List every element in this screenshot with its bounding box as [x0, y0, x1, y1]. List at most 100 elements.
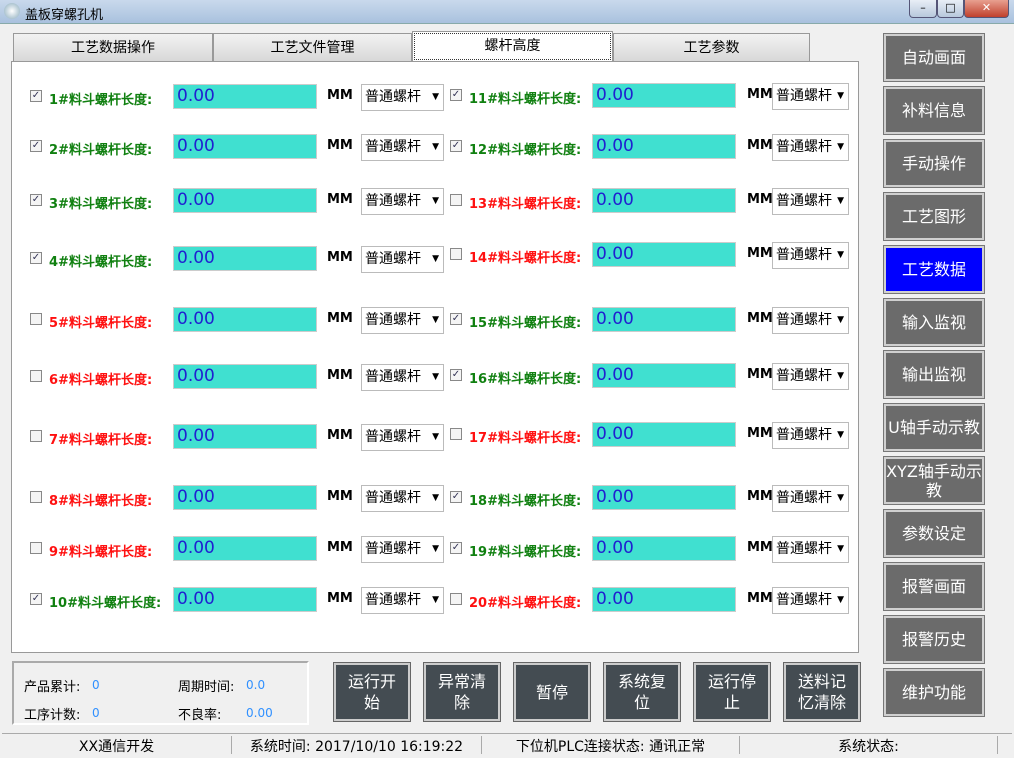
- screw-type-select[interactable]: 普通螺杆 ▼: [772, 134, 849, 161]
- status-plc-connection: 下位机PLC连接状态: 通讯正常: [482, 736, 740, 755]
- screw-type-value: 普通螺杆: [365, 251, 421, 267]
- enable-checkbox[interactable]: ✓: [450, 140, 462, 152]
- screw-length-input[interactable]: 0.00: [592, 536, 736, 561]
- enable-checkbox[interactable]: [30, 491, 42, 503]
- screw-length-input[interactable]: 0.00: [592, 485, 736, 510]
- enable-checkbox[interactable]: ✓: [30, 140, 42, 152]
- screw-type-value: 普通螺杆: [776, 427, 832, 443]
- nav-button[interactable]: 维护功能: [883, 667, 985, 717]
- screw-type-select[interactable]: 普通螺杆 ▼: [361, 536, 444, 563]
- screw-type-select[interactable]: 普通螺杆 ▼: [772, 188, 849, 215]
- enable-checkbox[interactable]: ✓: [450, 89, 462, 101]
- screw-type-select[interactable]: 普通螺杆 ▼: [361, 246, 444, 273]
- action-button[interactable]: 异常清除: [423, 662, 501, 722]
- maximize-button[interactable]: □: [937, 0, 964, 18]
- tab-screw-height[interactable]: 螺杆高度: [412, 31, 613, 62]
- screw-length-input[interactable]: 0.00: [592, 422, 736, 447]
- tab-process-file-management[interactable]: 工艺文件管理: [213, 33, 412, 62]
- nav-button[interactable]: XYZ轴手动示教: [883, 456, 985, 506]
- screw-length-input[interactable]: 0.00: [592, 83, 736, 108]
- screw-type-select[interactable]: 普通螺杆 ▼: [361, 307, 444, 334]
- enable-checkbox[interactable]: ✓: [30, 593, 42, 605]
- nav-button[interactable]: 自动画面: [883, 33, 985, 82]
- enable-checkbox[interactable]: ✓: [30, 90, 42, 102]
- screw-length-input[interactable]: 0.00: [173, 84, 317, 109]
- screw-length-input[interactable]: 0.00: [173, 364, 317, 389]
- nav-button[interactable]: 报警画面: [883, 562, 985, 611]
- screw-type-select[interactable]: 普通螺杆 ▼: [772, 307, 849, 334]
- screw-length-input[interactable]: 0.00: [173, 424, 317, 449]
- enable-checkbox[interactable]: [30, 370, 42, 382]
- screw-type-select[interactable]: 普通螺杆 ▼: [361, 587, 444, 614]
- action-button[interactable]: 运行停止: [693, 662, 771, 722]
- screw-type-select[interactable]: 普通螺杆 ▼: [361, 84, 444, 111]
- nav-button[interactable]: 工艺图形: [883, 191, 985, 241]
- screw-length-input[interactable]: 0.00: [592, 242, 736, 267]
- screw-length-input[interactable]: 0.00: [173, 587, 317, 612]
- action-button[interactable]: 系统复位: [603, 662, 681, 722]
- screw-length-input[interactable]: 0.00: [592, 307, 736, 332]
- enable-checkbox[interactable]: [30, 430, 42, 442]
- product-total-value: 0: [92, 678, 100, 692]
- enable-checkbox[interactable]: ✓: [30, 194, 42, 206]
- enable-checkbox[interactable]: [450, 248, 462, 260]
- enable-checkbox[interactable]: ✓: [450, 369, 462, 381]
- screw-type-select[interactable]: 普通螺杆 ▼: [361, 188, 444, 215]
- title-bar: 盖板穿螺孔机 – □ ✕: [0, 0, 1014, 24]
- screw-length-input[interactable]: 0.00: [173, 485, 317, 510]
- enable-checkbox[interactable]: ✓: [30, 252, 42, 264]
- action-button[interactable]: 暂停: [513, 662, 591, 722]
- screw-type-value: 普通螺杆: [365, 429, 421, 445]
- action-button[interactable]: 送料记忆清除: [783, 662, 861, 722]
- screw-length-input[interactable]: 0.00: [173, 188, 317, 213]
- chevron-down-icon: ▼: [837, 595, 844, 605]
- screw-type-select[interactable]: 普通螺杆 ▼: [361, 485, 444, 512]
- nav-button[interactable]: 参数设定: [883, 509, 985, 559]
- nav-button[interactable]: 工艺数据: [883, 244, 985, 294]
- tab-process-data-operation[interactable]: 工艺数据操作: [13, 33, 213, 62]
- screw-length-input[interactable]: 0.00: [592, 188, 736, 213]
- nav-button[interactable]: 输出监视: [883, 350, 985, 400]
- enable-checkbox[interactable]: [30, 313, 42, 325]
- nav-button[interactable]: 报警历史: [883, 614, 985, 664]
- unit-label: MM: [327, 311, 353, 326]
- screw-type-select[interactable]: 普通螺杆 ▼: [772, 587, 849, 614]
- close-button[interactable]: ✕: [964, 0, 1009, 18]
- action-button[interactable]: 运行开始: [333, 662, 411, 722]
- enable-checkbox[interactable]: ✓: [450, 313, 462, 325]
- nav-button[interactable]: 输入监视: [883, 297, 985, 347]
- enable-checkbox[interactable]: [450, 428, 462, 440]
- screw-type-select[interactable]: 普通螺杆 ▼: [772, 485, 849, 512]
- chevron-down-icon: ▼: [837, 142, 844, 152]
- screw-type-select[interactable]: 普通螺杆 ▼: [772, 422, 849, 449]
- screw-length-label: 6#料斗螺杆长度:: [49, 373, 153, 388]
- screw-length-input[interactable]: 0.00: [173, 134, 317, 159]
- screw-type-select[interactable]: 普通螺杆 ▼: [772, 536, 849, 563]
- enable-checkbox[interactable]: [30, 542, 42, 554]
- enable-checkbox[interactable]: ✓: [450, 491, 462, 503]
- screw-type-select[interactable]: 普通螺杆 ▼: [361, 364, 444, 391]
- screw-length-input[interactable]: 0.00: [592, 363, 736, 388]
- nav-button[interactable]: 补料信息: [883, 85, 985, 135]
- enable-checkbox[interactable]: ✓: [450, 542, 462, 554]
- screw-type-select[interactable]: 普通螺杆 ▼: [772, 363, 849, 390]
- enable-checkbox[interactable]: [450, 194, 462, 206]
- screw-type-value: 普通螺杆: [776, 541, 832, 557]
- nav-button[interactable]: U轴手动示教: [883, 403, 985, 453]
- screw-length-input[interactable]: 0.00: [173, 307, 317, 332]
- screw-type-select[interactable]: 普通螺杆 ▼: [361, 424, 444, 451]
- screw-length-input[interactable]: 0.00: [173, 246, 317, 271]
- screw-type-value: 普通螺杆: [776, 88, 832, 104]
- minimize-button[interactable]: –: [909, 0, 937, 18]
- screw-length-label: 18#料斗螺杆长度:: [469, 494, 582, 509]
- screw-length-input[interactable]: 0.00: [592, 134, 736, 159]
- tab-process-parameters[interactable]: 工艺参数: [613, 33, 810, 62]
- screw-type-value: 普通螺杆: [776, 139, 832, 155]
- nav-button[interactable]: 手动操作: [883, 138, 985, 188]
- enable-checkbox[interactable]: [450, 593, 462, 605]
- screw-type-select[interactable]: 普通螺杆 ▼: [361, 134, 444, 161]
- screw-length-input[interactable]: 0.00: [592, 587, 736, 612]
- screw-length-input[interactable]: 0.00: [173, 536, 317, 561]
- screw-type-select[interactable]: 普通螺杆 ▼: [772, 242, 849, 269]
- screw-type-select[interactable]: 普通螺杆 ▼: [772, 83, 849, 110]
